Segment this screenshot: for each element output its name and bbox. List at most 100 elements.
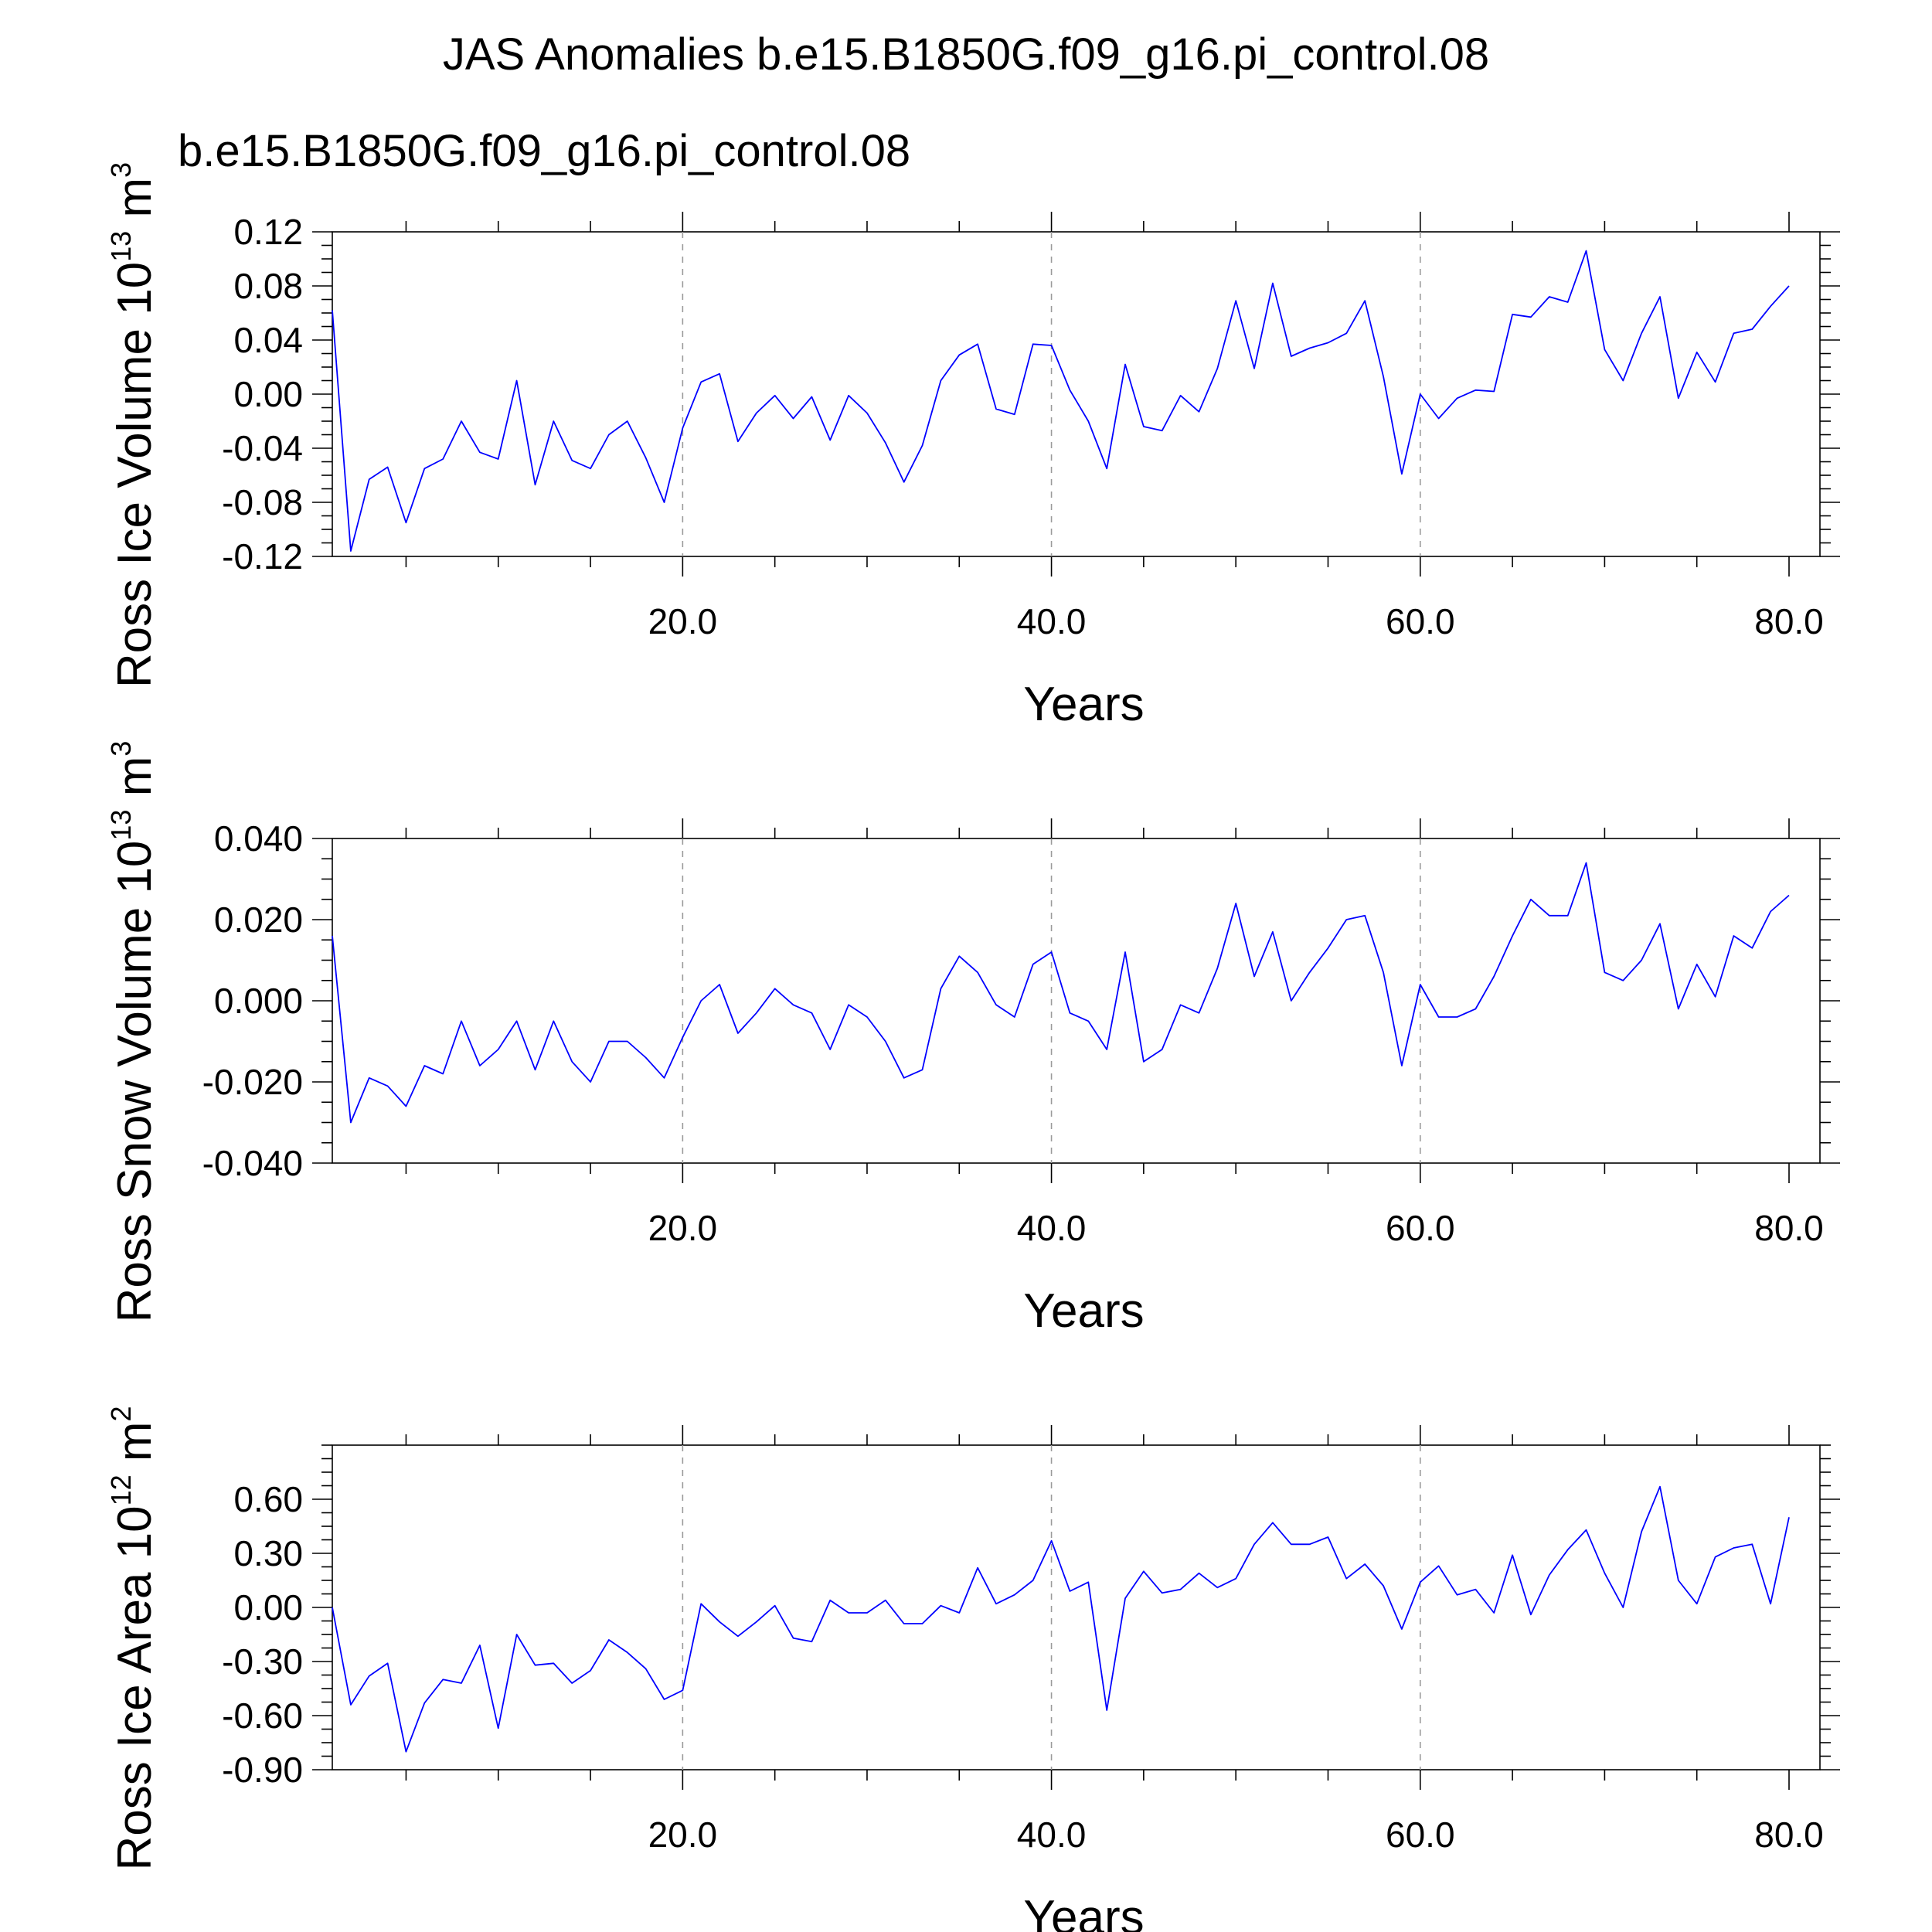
data-point [1142,1570,1145,1573]
data-point [866,1015,869,1019]
data-points [331,250,1791,553]
data-point [1511,313,1514,316]
y-tick-label: 0.00 [233,1587,303,1628]
data-point [1179,1588,1182,1591]
x-tick-label: 20.0 [648,1208,718,1248]
data-point [957,1611,961,1614]
x-tick-label: 80.0 [1754,1815,1824,1855]
data-point [1492,390,1495,393]
data-point [404,1105,407,1108]
data-point [423,467,426,470]
data-point [423,1702,426,1705]
data-point [1032,342,1035,345]
data-point [1234,902,1237,905]
data-point [1345,332,1348,335]
data-point [1290,1543,1293,1546]
data-point [626,1651,629,1654]
y-tick-label: 0.00 [233,374,303,414]
data-point [939,987,942,990]
data-point [1658,922,1662,925]
data-point [1511,934,1514,937]
data-point [1548,1573,1551,1577]
data-point [1658,295,1662,298]
data-point [1382,375,1385,378]
data-point [1253,975,1256,978]
data-point [1271,282,1274,285]
data-point [1032,963,1035,966]
data-point [699,999,702,1002]
data-point [1142,1060,1145,1063]
data-point [736,1634,740,1638]
data-point [515,1633,519,1636]
data-point [1474,389,1477,392]
data-point [1179,394,1182,397]
data-point [681,1036,684,1039]
data-point [515,1019,519,1022]
data-point [1087,1580,1090,1583]
x-axis-label: Years [1023,1284,1144,1338]
data-point [1696,351,1699,354]
data-point [460,1019,463,1022]
data-point [1787,1515,1791,1519]
y-tick-label: -0.04 [222,428,303,468]
x-tick-label: 80.0 [1754,1208,1824,1248]
data-point [1456,1015,1459,1019]
data-point [478,1644,481,1647]
y-axis-label-exponent: 13 [105,231,137,262]
data-point [718,983,721,986]
data-point [663,1077,666,1080]
data-point [1105,1048,1108,1051]
data-point [1437,1564,1440,1567]
data-point [828,1048,832,1051]
plot-frame [332,838,1821,1164]
y-axis-label: Ross Ice Area 1012 m2 [105,1406,162,1870]
plot-frame [332,231,1821,557]
data-point [349,1121,352,1124]
data-point [1161,1591,1164,1594]
data-points [331,862,1791,1124]
data-point [995,1602,998,1605]
x-tick-label: 20.0 [648,601,718,641]
data-point [718,372,721,376]
data-point [478,451,481,454]
x-tick-label: 40.0 [1017,601,1087,641]
data-point [478,1064,481,1067]
data-point [1216,1586,1219,1589]
data-point [1068,1012,1071,1015]
data-point [884,441,887,444]
data-point [1677,1008,1680,1011]
data-point [1677,1579,1680,1582]
y-axis-label-text: Ross Snow Volume 10 [108,841,162,1323]
y-axis-label-unit: m [108,1421,162,1475]
y-axis-label-unit-exponent: 2 [105,1406,137,1421]
data-point [1529,898,1532,901]
x-tick-label: 60.0 [1386,601,1455,641]
series-legend-label: b.e15.B1850G.f09_g16.pi_control.08 [178,126,910,176]
y-tick-label: 0.040 [214,818,303,859]
data-point [1732,1546,1735,1549]
data-point [534,483,537,486]
chart-panel-1: -0.12 -0.08 -0.04 0.00 0.04 0.08 0.12 20.0 40.0 6… [105,162,1840,731]
data-point [1603,971,1606,974]
data-point [368,1077,371,1080]
data-point [1548,914,1551,917]
data-point [736,440,740,443]
y-axis-label-exponent: 12 [105,1475,137,1505]
data-point [1382,971,1385,974]
data-point [1400,1628,1403,1631]
y-axis-label-unit-exponent: 3 [105,741,137,757]
data-point [774,1604,777,1607]
data-point [1363,299,1366,302]
data-point [847,1003,850,1006]
data-point [866,1611,869,1614]
data-point [1068,389,1071,392]
y-tick-label: 0.020 [214,900,303,940]
data-point [1640,1530,1643,1533]
data-point [995,407,998,410]
data-point [1640,959,1643,962]
data-point [1363,1563,1366,1566]
data-point [552,1019,555,1022]
data-point [792,1637,795,1640]
data-point [663,1698,666,1701]
